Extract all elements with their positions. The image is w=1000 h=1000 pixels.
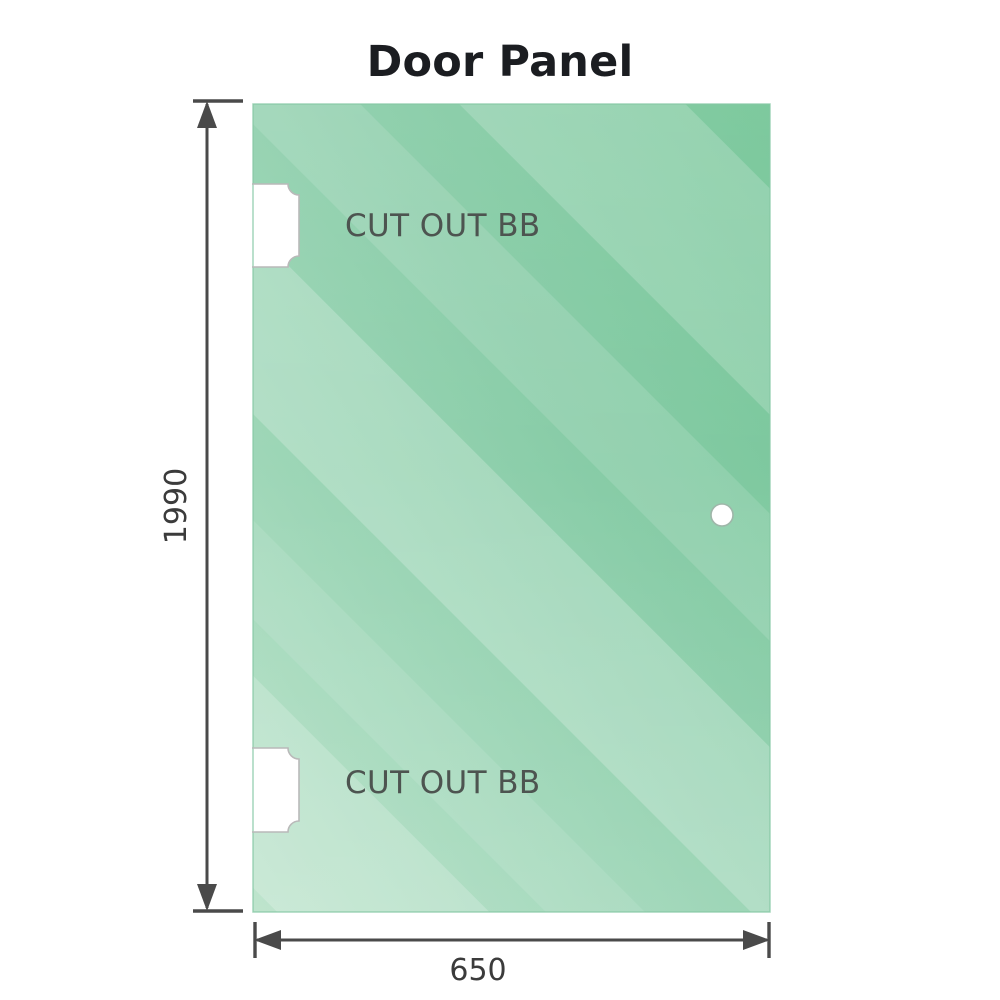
glass-edge [252,103,771,913]
page-title: Door Panel [366,37,634,87]
cutout-label-upper: CUT OUT BB [345,208,541,244]
height-dimension-label: 1990 [159,468,194,544]
cutout-label-lower: CUT OUT BB [345,765,541,801]
cutout-lower [252,747,300,833]
handle-hole-icon [710,503,734,527]
width-dimension [253,922,771,958]
width-dimension-label: 650 [449,953,506,988]
height-dimension [193,99,243,913]
cutout-upper [252,183,300,268]
